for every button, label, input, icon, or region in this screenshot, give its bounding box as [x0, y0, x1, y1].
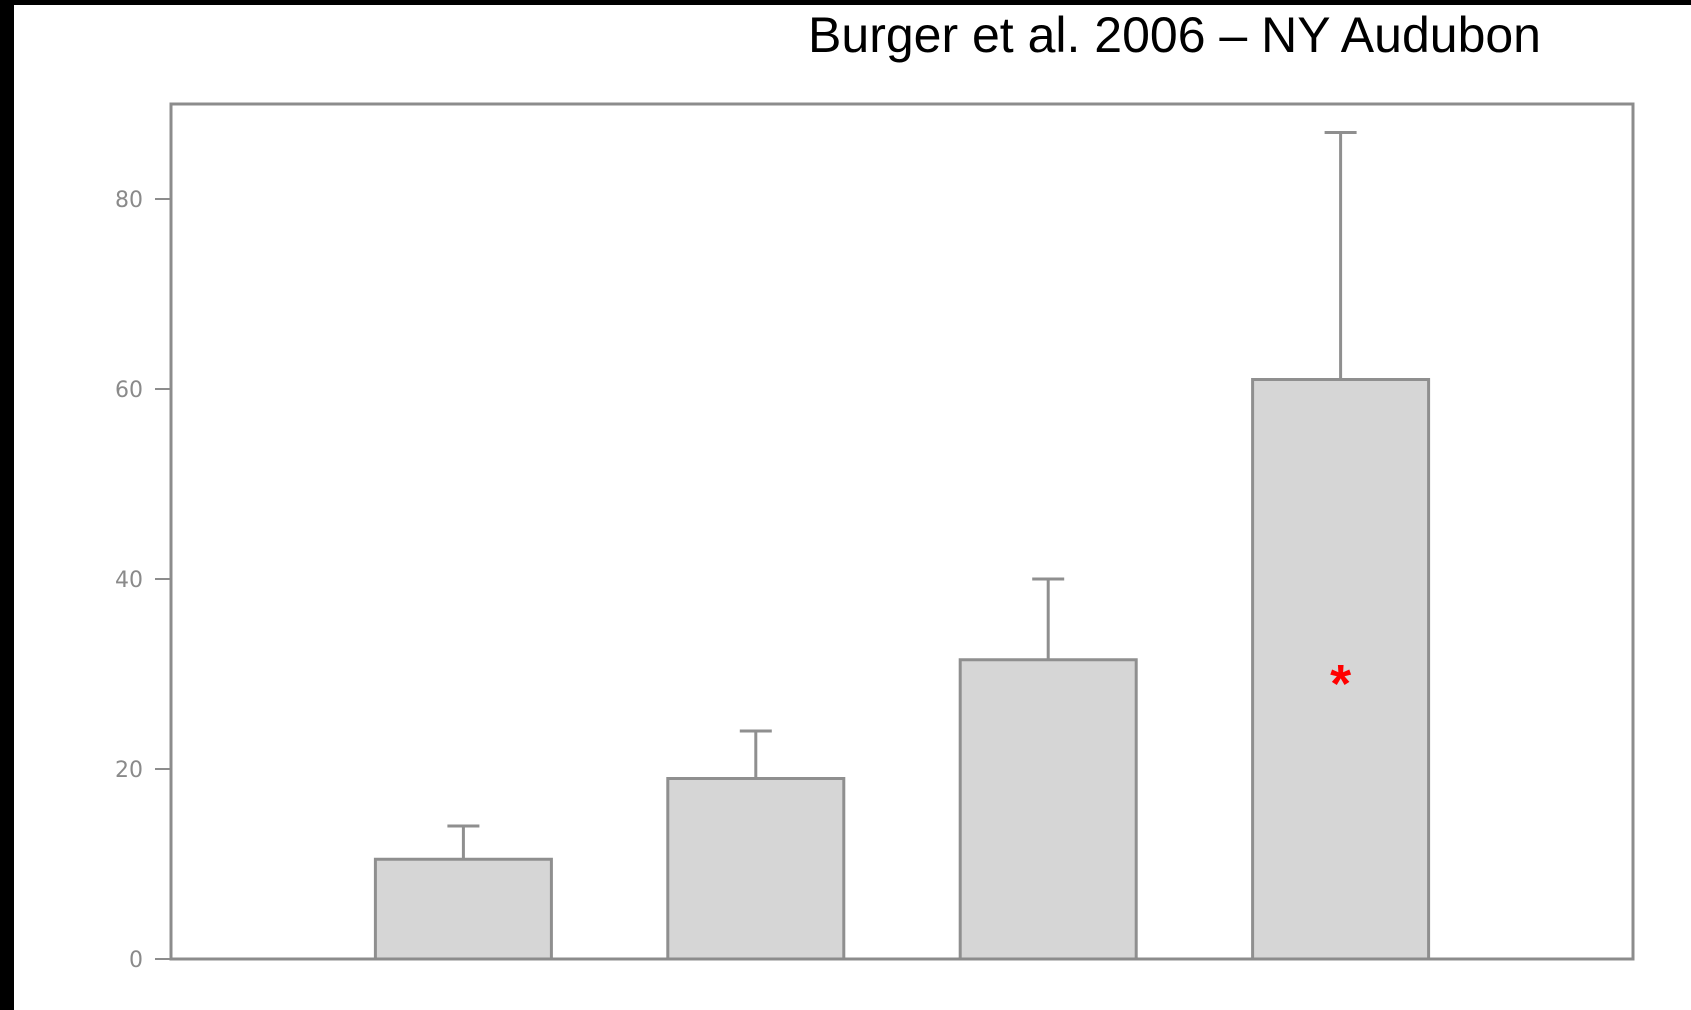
error-bars — [447, 131, 1357, 860]
annotations: * — [1330, 654, 1351, 714]
y-tick-label: 20 — [115, 758, 143, 783]
plot-frame — [169, 102, 1635, 961]
bar-1 — [373, 857, 553, 961]
bar-2 — [666, 777, 846, 961]
bar-3 — [958, 658, 1138, 961]
source-caption: Burger et al. 2006 – NY Audubon — [808, 7, 1541, 63]
y-axis-ticks: 0 20 40 60 80 — [115, 188, 171, 973]
significance-asterisk: * — [1330, 654, 1351, 714]
left-border — [0, 0, 14, 1010]
y-tick-label: 0 — [129, 948, 143, 973]
y-tick-label: 80 — [115, 188, 143, 213]
y-tick-label: 60 — [115, 378, 143, 403]
y-tick-label: 40 — [115, 568, 143, 593]
top-border — [0, 0, 1691, 5]
bars — [373, 378, 1431, 961]
